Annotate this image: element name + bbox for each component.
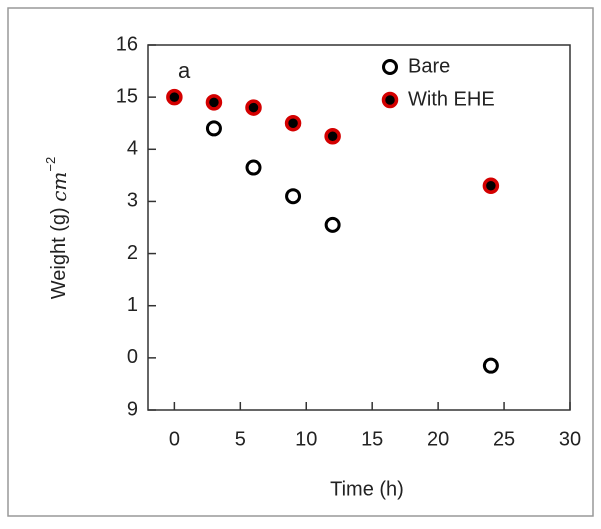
legend-marker: [382, 59, 398, 75]
x-tick-label: 10: [295, 428, 317, 450]
y-tick-label: 3: [127, 190, 138, 212]
y-label-unit: cm: [47, 172, 71, 202]
x-tick-label: 30: [559, 428, 581, 450]
x-tick-label: 15: [361, 428, 383, 450]
data-point: [324, 128, 341, 145]
data-point: [284, 114, 302, 132]
annotation: a: [178, 58, 191, 83]
legend-marker: [381, 91, 399, 109]
legend-label: Bare: [408, 55, 450, 77]
legend-label: With EHE: [408, 88, 495, 110]
data-point: [205, 120, 222, 137]
data-point: [482, 177, 500, 195]
data-point: [245, 159, 262, 176]
x-tick-label: 5: [235, 428, 246, 450]
y-tick-label: 1: [127, 294, 138, 316]
y-label-text: Weight (g): [48, 207, 70, 299]
x-tick-label: 0: [169, 428, 180, 450]
y-tick-label: 15: [116, 85, 138, 107]
plot-frame: [147, 44, 571, 411]
y-axis-label: Weight (g) cm−2: [43, 157, 70, 299]
data-point: [245, 99, 262, 116]
y-tick-label: 4: [127, 138, 138, 160]
data-point: [166, 88, 183, 106]
x-tick-label: 25: [493, 428, 515, 450]
y-tick-label: 9: [127, 398, 138, 420]
data-point: [285, 188, 302, 205]
y-tick-label: 16: [116, 33, 138, 55]
y-tick-label: 0: [127, 346, 138, 368]
figure-frame: [7, 7, 594, 517]
x-tick-label: 20: [427, 428, 449, 450]
x-axis-label: Time (h): [330, 478, 404, 500]
data-point: [482, 357, 499, 374]
y-tick-label: 2: [127, 242, 138, 264]
data-point: [324, 216, 341, 233]
data-point: [205, 94, 223, 111]
y-label-exponent: −2: [43, 157, 58, 172]
